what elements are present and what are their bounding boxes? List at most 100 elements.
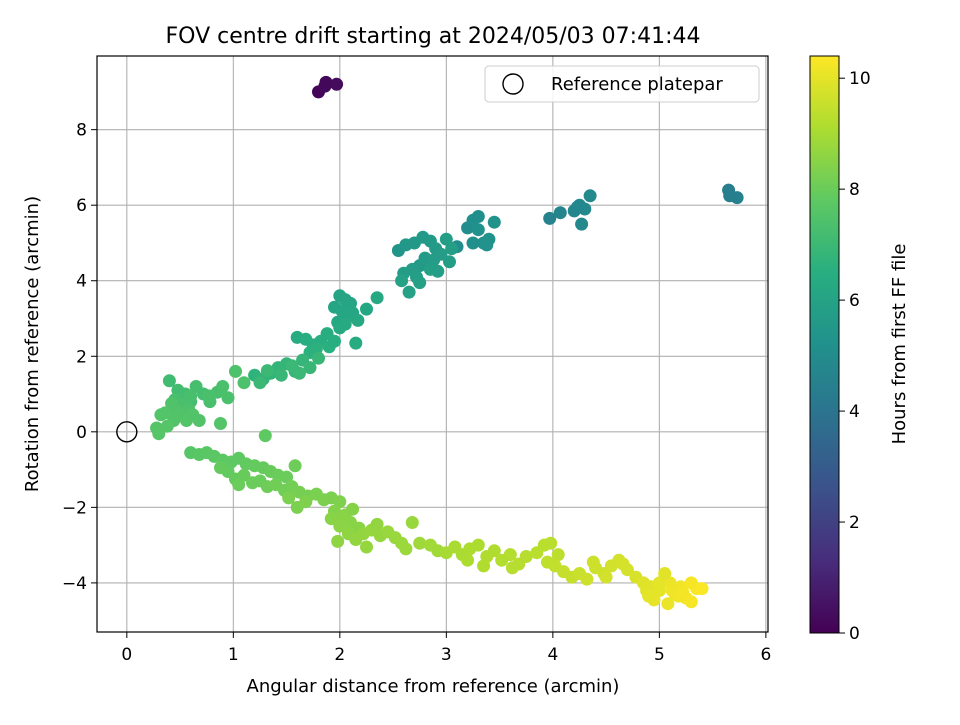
colorbar-tick-label: 8 bbox=[849, 180, 860, 200]
data-point bbox=[280, 470, 294, 484]
data-point bbox=[551, 548, 565, 562]
data-point bbox=[427, 253, 441, 267]
data-point bbox=[471, 210, 485, 223]
colorbar-tick-label: 0 bbox=[849, 624, 860, 644]
data-point bbox=[658, 567, 672, 580]
data-point bbox=[202, 389, 216, 403]
data-point bbox=[471, 538, 485, 552]
data-point bbox=[330, 77, 344, 91]
colorbar-tick-label: 4 bbox=[849, 402, 860, 422]
data-point bbox=[477, 559, 491, 573]
y-tick-label: 2 bbox=[76, 347, 87, 367]
data-point bbox=[360, 302, 373, 316]
data-point bbox=[519, 550, 533, 563]
data-point bbox=[399, 542, 413, 556]
x-tick-label: 3 bbox=[441, 645, 452, 665]
data-point bbox=[466, 236, 480, 250]
data-point bbox=[324, 512, 338, 526]
data-point bbox=[461, 553, 475, 567]
y-tick-label: 8 bbox=[76, 121, 87, 141]
chart-title: FOV centre drift starting at 2024/05/03 … bbox=[166, 24, 701, 49]
data-point bbox=[152, 427, 166, 441]
x-tick-label: 5 bbox=[654, 645, 665, 665]
data-point bbox=[570, 200, 584, 214]
data-point bbox=[299, 495, 313, 509]
colorbar-tick-label: 2 bbox=[849, 513, 860, 533]
y-tick-label: −4 bbox=[62, 574, 87, 594]
data-point bbox=[260, 364, 274, 378]
y-axis-label: Rotation from reference (arcmin) bbox=[22, 196, 43, 492]
data-point bbox=[505, 561, 519, 575]
data-point bbox=[221, 391, 235, 405]
data-point bbox=[288, 459, 302, 473]
data-point bbox=[318, 79, 332, 93]
data-point bbox=[405, 516, 419, 529]
data-point bbox=[253, 376, 267, 390]
data-point bbox=[338, 317, 352, 331]
data-point bbox=[586, 555, 600, 569]
data-point bbox=[216, 380, 230, 393]
data-point bbox=[471, 223, 485, 237]
data-point bbox=[487, 544, 501, 558]
colorbar bbox=[809, 55, 840, 634]
data-point bbox=[642, 589, 656, 603]
data-point bbox=[413, 276, 427, 290]
x-tick-label: 4 bbox=[547, 645, 558, 665]
data-point bbox=[395, 274, 409, 288]
data-point bbox=[684, 595, 698, 609]
y-tick-label: 4 bbox=[76, 272, 87, 292]
data-point bbox=[274, 368, 288, 382]
colorbar-ticks: 0 2 4 6 8 10 bbox=[839, 69, 871, 644]
data-point bbox=[370, 291, 384, 305]
colorbar-tick-label: 6 bbox=[849, 291, 860, 311]
data-point bbox=[575, 217, 589, 231]
data-point bbox=[723, 189, 737, 203]
data-point bbox=[312, 351, 325, 365]
data-point bbox=[292, 366, 306, 380]
data-point bbox=[445, 242, 459, 256]
data-point bbox=[583, 189, 597, 203]
data-point bbox=[303, 361, 317, 375]
data-point bbox=[232, 478, 246, 492]
data-point bbox=[360, 540, 373, 554]
data-point bbox=[331, 534, 345, 548]
y-axis-ticks: −4 −2 0 2 4 6 8 bbox=[62, 121, 97, 594]
y-tick-label: −2 bbox=[62, 498, 87, 518]
data-point bbox=[413, 536, 427, 550]
data-point bbox=[684, 576, 698, 590]
data-point bbox=[214, 417, 227, 430]
colorbar-tick-label: 10 bbox=[849, 69, 871, 89]
data-point bbox=[351, 313, 365, 327]
plot-frame bbox=[96, 55, 769, 633]
data-point bbox=[443, 255, 456, 269]
x-tick-label: 2 bbox=[334, 645, 345, 665]
data-point bbox=[543, 211, 557, 225]
data-point bbox=[162, 374, 176, 388]
data-point bbox=[370, 517, 384, 531]
data-point bbox=[402, 285, 416, 299]
data-point bbox=[661, 597, 675, 611]
data-point bbox=[553, 206, 567, 220]
x-tick-label: 6 bbox=[760, 645, 771, 665]
data-point bbox=[439, 232, 453, 246]
grid-lines bbox=[97, 56, 768, 632]
data-point bbox=[160, 419, 174, 433]
data-point bbox=[676, 585, 690, 599]
data-point bbox=[349, 336, 363, 350]
reference-platepar-marker bbox=[116, 421, 138, 443]
y-tick-label: 0 bbox=[76, 423, 87, 443]
data-point bbox=[214, 461, 227, 475]
legend-entry-reference: Reference platepar bbox=[551, 74, 723, 95]
data-point bbox=[487, 215, 501, 229]
data-point bbox=[431, 264, 445, 278]
data-point bbox=[503, 548, 517, 562]
x-axis-label: Angular distance from reference (arcmin) bbox=[247, 676, 620, 697]
legend: Reference platepar bbox=[484, 65, 760, 103]
data-point bbox=[333, 519, 347, 533]
data-point bbox=[544, 536, 558, 550]
x-tick-label: 1 bbox=[228, 645, 239, 665]
legend-marker-icon bbox=[502, 73, 524, 95]
data-point bbox=[158, 406, 172, 420]
data-point bbox=[328, 334, 341, 348]
